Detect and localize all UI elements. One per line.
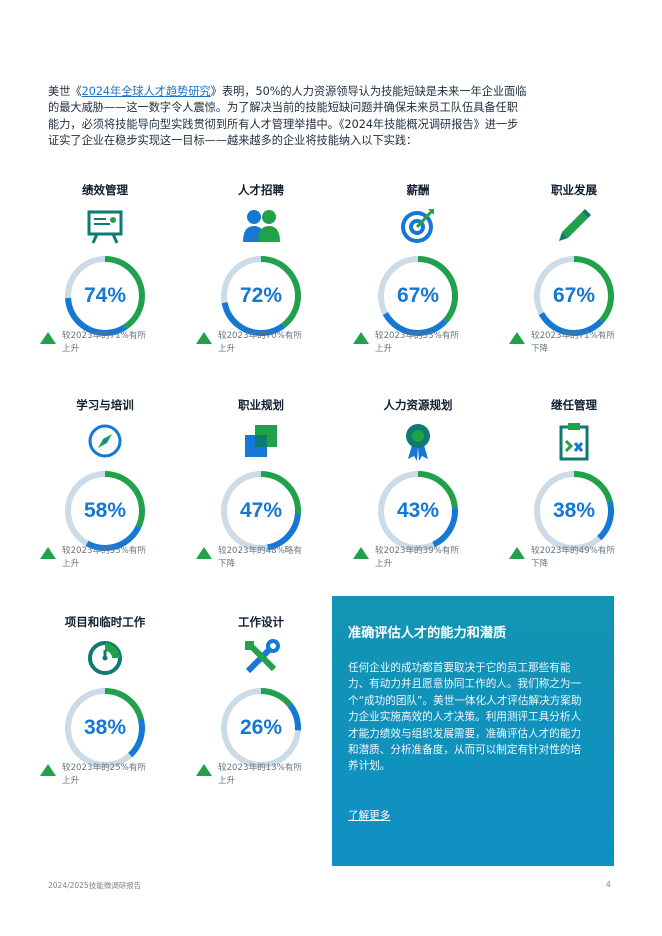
triangle-up-icon: [196, 547, 212, 559]
learn-more-link[interactable]: 了解更多: [348, 810, 391, 822]
timer-icon: [85, 638, 125, 678]
intro-prefix: 美世《: [48, 85, 82, 98]
percentage-ring: 72%: [219, 254, 303, 338]
award-icon: [398, 421, 438, 461]
triangle-up-icon: [40, 764, 56, 776]
practice-title: 职业规划: [238, 398, 284, 412]
change-note-text: 较2023年的71%有所下降: [531, 331, 615, 354]
change-note-text: 较2023年的39%有所上升: [375, 546, 459, 569]
footer-report-title: 2024/2025技能微调研报告: [48, 881, 142, 890]
change-note-text: 较2023年的70%有所上升: [218, 331, 302, 354]
percentage-value: 43%: [396, 499, 440, 522]
presentation-board-icon: [85, 206, 125, 246]
tools-icon: [241, 638, 281, 678]
practice-card: 薪酬 67% 较2023年的53%有所上升: [353, 182, 483, 354]
target-icon: [398, 206, 438, 246]
ring-value-arc-tail: [534, 256, 614, 336]
change-note-text: 较2023年的53%有所上升: [375, 331, 459, 354]
triangle-up-icon: [509, 332, 525, 344]
triangle-up-icon: [40, 332, 56, 344]
percentage-ring: 74%: [63, 254, 147, 338]
people-icon: [241, 206, 281, 246]
report-link[interactable]: 2024年全球人才趋势研究: [81, 85, 211, 98]
practice-card: 人力资源规划 43% 较2023年的39%有所上升: [353, 397, 483, 569]
ring-value-arc-tail: [534, 471, 614, 551]
ring-value-arc: [378, 471, 458, 551]
practice-card: 项目和临时工作 38% 较2023年的25%有所上升: [40, 614, 170, 786]
practice-card: 绩效管理 74% 较2023年的71%有所上升: [40, 182, 170, 354]
percentage-value: 38%: [552, 499, 596, 522]
percentage-ring: 26%: [219, 686, 303, 770]
practice-title: 绩效管理: [82, 183, 128, 197]
practice-title: 人才招聘: [238, 183, 284, 197]
assessment-panel: 准确评估人才的能力和潜质 任何企业的成功都首要取决于它的员工那些有能力、有动力并…: [332, 596, 614, 866]
ring-value-arc: [221, 688, 301, 768]
percentage-value: 74%: [83, 284, 127, 307]
percentage-value: 58%: [83, 499, 127, 522]
triangle-up-icon: [509, 547, 525, 559]
change-note-text: 较2023年的48%略有下降: [218, 546, 302, 569]
ring-value-arc-tail: [65, 688, 145, 768]
change-note-text: 较2023年的71%有所上升: [62, 331, 146, 354]
practice-title: 工作设计: [238, 615, 284, 629]
intro-paragraph: 美世《2024年全球人才趋势研究》表明，50%的人力资源领导认为技能短缺是未来一…: [48, 84, 528, 150]
percentage-ring: 43%: [376, 469, 460, 553]
ring-value-arc-tail: [378, 471, 458, 551]
pencil-icon: [554, 206, 594, 246]
percentage-value: 72%: [239, 284, 283, 307]
percentage-value: 67%: [396, 284, 440, 307]
practice-title: 继任管理: [551, 398, 597, 412]
practice-card: 学习与培训 58% 较2023年的53%有所上升: [40, 397, 170, 569]
ring-value-arc: [221, 471, 301, 551]
practice-card: 工作设计 26% 较2023年的13%有所上升: [196, 614, 326, 786]
percentage-ring: 67%: [376, 254, 460, 338]
practice-title: 项目和临时工作: [64, 615, 146, 629]
ring-value-arc: [534, 256, 614, 336]
percentage-value: 38%: [83, 716, 127, 739]
ring-value-arc-tail: [221, 256, 301, 336]
ring-value-arc: [534, 471, 614, 551]
percentage-ring: 38%: [63, 686, 147, 770]
ring-value-arc-tail: [221, 688, 301, 768]
intro-rest: 》表明，50%的人力资源领导认为技能短缺是未来一年企业面临的最大威胁——这一数字…: [48, 85, 527, 148]
practice-title: 薪酬: [406, 183, 430, 197]
percentage-value: 47%: [239, 499, 283, 522]
ring-value-arc-tail: [65, 256, 145, 336]
percentage-ring: 58%: [63, 469, 147, 553]
triangle-up-icon: [40, 547, 56, 559]
page-number: 4: [606, 880, 611, 889]
change-note-text: 较2023年的25%有所上升: [62, 763, 146, 786]
change-note-text: 较2023年的49%有所下降: [531, 546, 615, 569]
panel-heading: 准确评估人才的能力和潜质: [348, 626, 507, 641]
squares-icon: [241, 421, 281, 461]
ring-value-arc: [221, 256, 301, 336]
ring-value-arc: [65, 256, 145, 336]
practice-card: 职业规划 47% 较2023年的48%略有下降: [196, 397, 326, 569]
change-note-text: 较2023年的53%有所上升: [62, 546, 146, 569]
change-note-text: 较2023年的13%有所上升: [218, 763, 302, 786]
practice-title: 人力资源规划: [383, 398, 453, 412]
percentage-ring: 47%: [219, 469, 303, 553]
ring-value-arc: [65, 471, 145, 551]
percentage-ring: 67%: [532, 254, 616, 338]
practice-title: 学习与培训: [76, 398, 134, 412]
triangle-up-icon: [196, 332, 212, 344]
triangle-up-icon: [353, 547, 369, 559]
triangle-up-icon: [353, 332, 369, 344]
ring-value-arc: [65, 688, 145, 768]
clipboard-icon: [554, 421, 594, 461]
practice-card: 人才招聘 72% 较2023年的70%有所上升: [196, 182, 326, 354]
ring-value-arc: [378, 256, 458, 336]
percentage-ring: 38%: [532, 469, 616, 553]
percentage-value: 26%: [239, 716, 283, 739]
ring-value-arc-tail: [65, 471, 145, 551]
triangle-up-icon: [196, 764, 212, 776]
practice-title: 职业发展: [551, 183, 597, 197]
practice-card: 职业发展 67% 较2023年的71%有所下降: [509, 182, 639, 354]
panel-body: 任何企业的成功都首要取决于它的员工那些有能力、有动力并且愿意协同工作的人。我们称…: [348, 662, 582, 773]
practice-card: 继任管理 38% 较2023年的49%有所下降: [509, 397, 639, 569]
compass-icon: [85, 421, 125, 461]
ring-value-arc-tail: [378, 256, 458, 336]
percentage-value: 67%: [552, 284, 596, 307]
